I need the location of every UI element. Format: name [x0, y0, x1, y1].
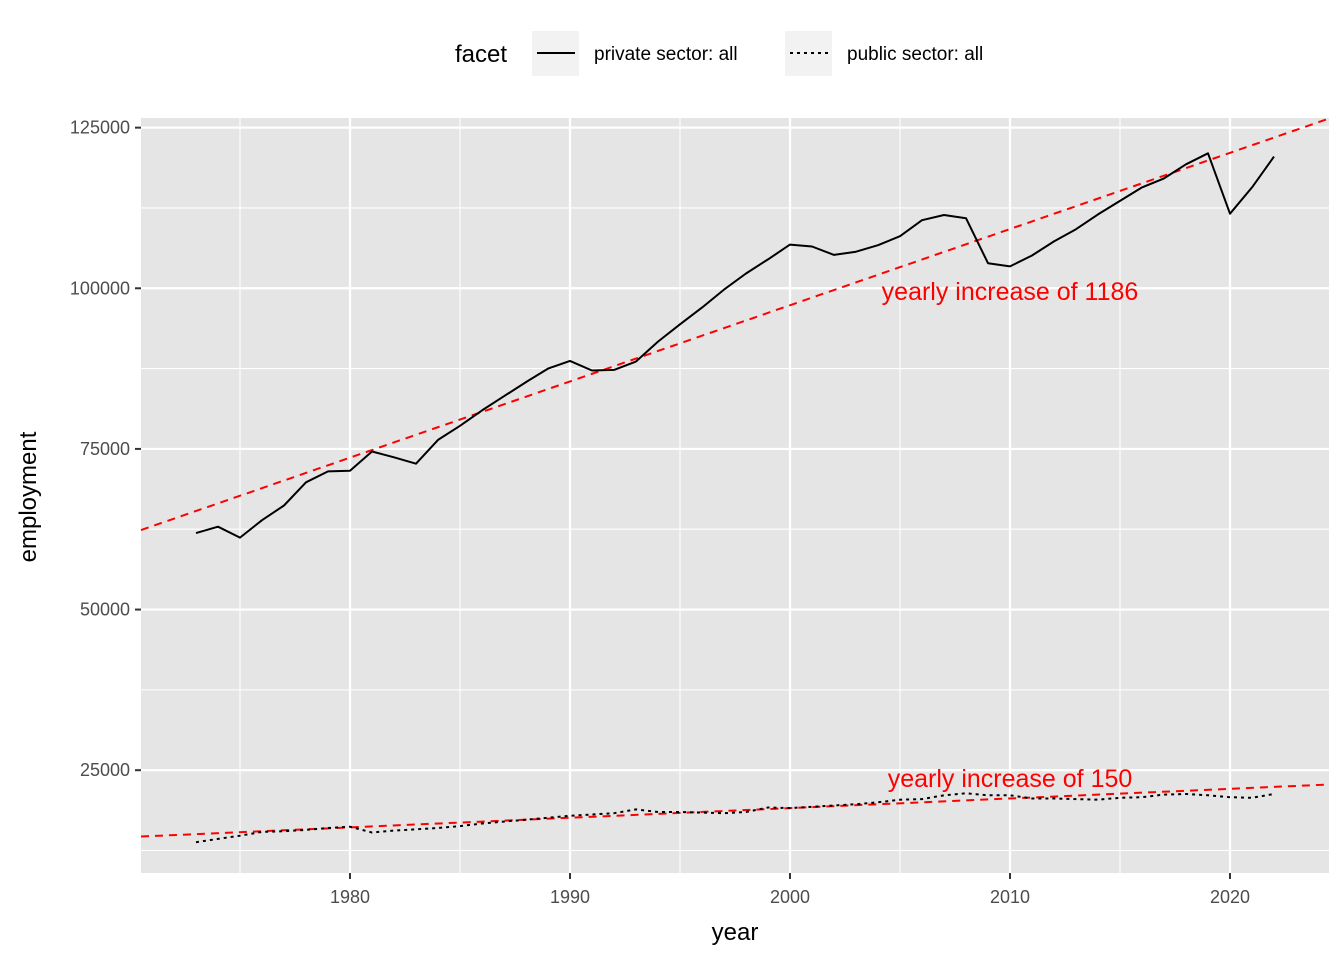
series-private-sector — [195, 152, 1275, 539]
series-lines — [195, 152, 1275, 844]
legend-label-public: public sector: all — [847, 44, 983, 65]
y-tick-label: 125000 — [70, 118, 130, 138]
x-axis-title: year — [712, 919, 759, 946]
trend-line-2 — [140, 783, 1330, 838]
annotations: yearly increase of 1186 yearly increase o… — [882, 278, 1139, 793]
annotation-1: yearly increase of 1186 — [882, 278, 1139, 306]
legend-title: facet — [455, 41, 507, 68]
annotation-2: yearly increase of 150 — [888, 765, 1133, 793]
y-tick-label: 25000 — [80, 760, 130, 780]
minor-gridlines — [141, 118, 1329, 873]
y-tick-label: 100000 — [70, 278, 130, 298]
legend: facet private sector: all public sector:… — [455, 31, 983, 76]
x-tick-label: 2010 — [990, 887, 1030, 907]
x-tick-label: 1990 — [550, 887, 590, 907]
y-axis-title: employment — [15, 431, 42, 562]
trend-lines — [140, 117, 1330, 838]
plot-panel — [141, 118, 1329, 873]
legend-label-private: private sector: all — [594, 44, 738, 65]
y-tick-label: 50000 — [80, 600, 130, 620]
y-axis: 25000 50000 75000 100000 125000 — [70, 118, 141, 780]
x-tick-label: 2020 — [1210, 887, 1250, 907]
x-tick-label: 1980 — [330, 887, 370, 907]
major-gridlines — [141, 118, 1329, 873]
x-tick-label: 2000 — [770, 887, 810, 907]
y-tick-label: 75000 — [80, 439, 130, 459]
x-axis: 1980 1990 2000 2010 2020 — [330, 873, 1250, 907]
